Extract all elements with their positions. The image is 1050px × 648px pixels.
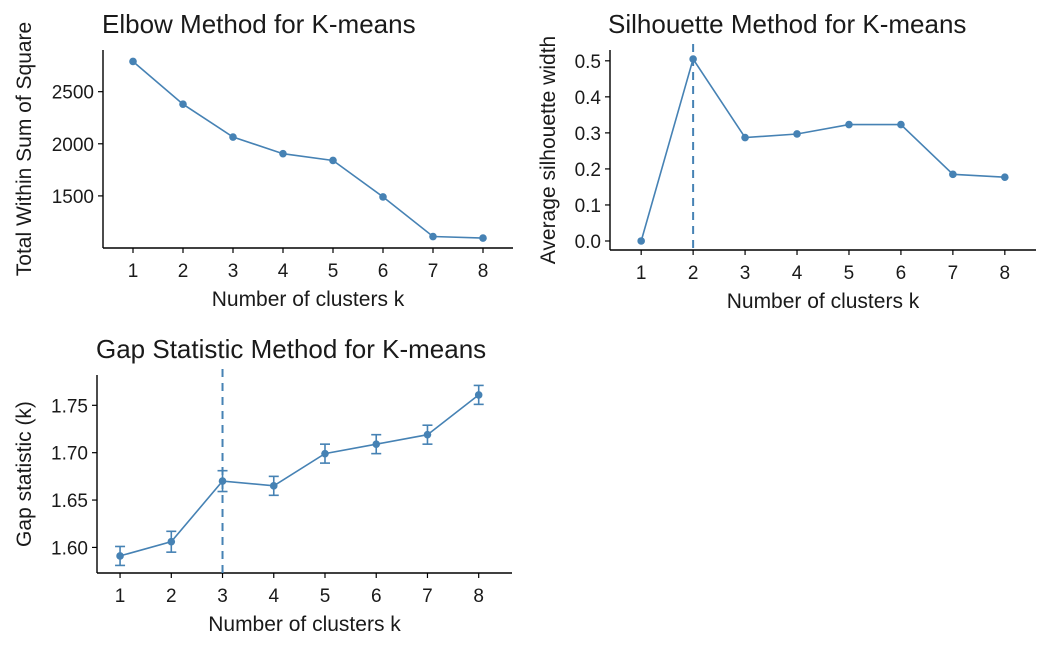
elbow-x-axis-title: Number of clusters k [212, 288, 405, 311]
elbow-x-tick-label: 8 [478, 261, 489, 282]
silhouette-data-point [949, 170, 957, 179]
silhouette-y-tick-label: 0.1 [575, 196, 601, 217]
elbow-data-point [379, 193, 387, 201]
silhouette-y-tick-label: 0.0 [575, 232, 601, 253]
silhouette-data-point [897, 120, 905, 129]
silhouette-y-tick-label: 0.4 [575, 88, 602, 109]
elbow-x-tick-label: 6 [378, 261, 389, 282]
gap-x-tick-label: 8 [473, 586, 484, 607]
elbow-y-tick-label: 2000 [52, 135, 94, 156]
gap-data-point [167, 537, 176, 546]
silhouette-x-tick-label: 8 [1000, 263, 1011, 284]
elbow-data-point [229, 133, 237, 141]
silhouette-x-tick-label: 1 [636, 263, 647, 284]
elbow-y-tick-label: 1500 [52, 187, 94, 208]
gap-y-tick-label: 1.70 [51, 444, 88, 465]
gap-x-axis-title: Number of clusters k [208, 613, 401, 636]
silhouette-data-point [1001, 173, 1009, 182]
silhouette-x-tick-label: 5 [844, 263, 855, 284]
elbow-title: Elbow Method for K-means [102, 9, 416, 39]
gap-data-point [116, 552, 124, 560]
elbow-x-tick-label: 4 [278, 261, 289, 282]
silhouette-data-point [845, 120, 853, 129]
silhouette-series-line [640, 57, 1005, 242]
silhouette-y-axis-title: Average silhouette width [537, 36, 560, 264]
gap-data-point [474, 391, 483, 399]
silhouette-title: Silhouette Method for K-means [608, 9, 966, 39]
silhouette-data-point [637, 237, 645, 245]
elbow-x-tick-label: 1 [128, 261, 139, 282]
gap-y-tick-label: 1.65 [51, 491, 88, 512]
elbow-y-tick-label: 2500 [52, 83, 94, 104]
silhouette-x-tick-label: 2 [688, 263, 699, 284]
gap-x-tick-label: 6 [371, 586, 382, 607]
elbow-data-point [479, 234, 487, 242]
gap-y-tick-label: 1.60 [51, 538, 88, 559]
elbow-x-tick-label: 3 [228, 261, 239, 282]
silhouette-y-tick-label: 0.5 [575, 52, 601, 73]
gap-x-tick-label: 4 [268, 586, 279, 607]
gap-x-tick-label: 2 [166, 586, 177, 607]
gap-series-line [119, 394, 480, 557]
gap-data-point [269, 482, 278, 490]
silhouette-data-point [793, 130, 801, 138]
gap-y-axis-title: Gap statistic (k) [13, 401, 36, 547]
silhouette-y-tick-label: 0.3 [575, 124, 601, 145]
elbow-data-point [279, 149, 287, 158]
silhouette-y-tick-label: 0.2 [575, 160, 601, 181]
elbow-x-tick-label: 5 [328, 261, 339, 282]
gap-y-tick-label: 1.75 [51, 396, 88, 417]
gap-x-tick-label: 1 [115, 586, 126, 607]
silhouette-x-tick-label: 6 [896, 263, 907, 284]
silhouette-x-tick-label: 7 [948, 263, 959, 284]
elbow-data-point [329, 156, 337, 165]
gap-title: Gap Statistic Method for K-means [96, 334, 486, 364]
gap-x-tick-label: 5 [320, 586, 331, 607]
silhouette-x-tick-label: 3 [740, 263, 751, 284]
gap-data-point [218, 477, 227, 485]
silhouette-x-axis-title: Number of clusters k [727, 290, 920, 313]
elbow-data-point [429, 232, 437, 241]
gap-data-point [372, 440, 381, 448]
elbow-panel: Elbow Method for K-means 1500 2000 2500 1 2 3… [13, 9, 513, 311]
silhouette-data-point [689, 55, 697, 63]
elbow-y-axis-title: Total Within Sum of Square [13, 22, 36, 276]
gap-panel: Gap Statistic Method for K-means 1.60 1.6… [13, 334, 512, 636]
elbow-x-tick-label: 2 [178, 261, 189, 282]
elbow-data-point [129, 57, 137, 66]
gap-data-point [321, 449, 329, 458]
gap-x-tick-label: 3 [217, 586, 228, 607]
elbow-x-tick-label: 7 [428, 261, 439, 282]
silhouette-panel: Silhouette Method for K-means 0.0 0.1 0.2 0… [537, 9, 1036, 313]
silhouette-x-tick-label: 4 [792, 263, 803, 284]
elbow-data-point [179, 100, 187, 108]
gap-data-point [423, 430, 432, 439]
elbow-series-line [132, 60, 484, 239]
gap-x-tick-label: 7 [422, 586, 433, 607]
silhouette-data-point [741, 133, 749, 142]
